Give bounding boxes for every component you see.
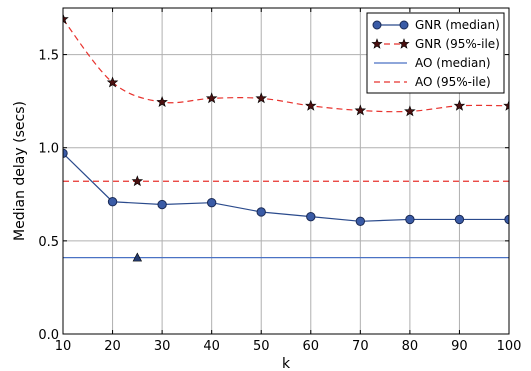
- legend-label: GNR (median): [415, 18, 500, 32]
- x-tick-label: 50: [253, 339, 270, 354]
- series-line-1: [63, 18, 509, 113]
- data-point-star: [305, 99, 317, 111]
- legend-label: GNR (95%-ile): [415, 37, 500, 51]
- annotation-star: [131, 175, 144, 187]
- legend-swatch-marker: [398, 38, 410, 49]
- data-point-star: [354, 104, 367, 116]
- legend-label: AO (95%-ile): [415, 75, 491, 89]
- plot-frame: [62, 7, 510, 335]
- data-point-star: [106, 76, 119, 88]
- y-tick-label: 1.5: [38, 49, 59, 64]
- x-tick-label: 80: [402, 339, 419, 354]
- x-tick-label: 70: [352, 339, 369, 354]
- x-tick-label: 20: [104, 339, 121, 354]
- y-axis-label: Median delay (secs): [12, 101, 28, 241]
- data-point-star: [156, 96, 168, 107]
- data-point-circle: [405, 214, 415, 225]
- data-point-star: [63, 13, 69, 25]
- data-point-star: [453, 99, 466, 111]
- series-layer: [63, 13, 509, 262]
- data-point-circle: [454, 214, 465, 225]
- x-tick-label: 30: [154, 339, 171, 354]
- x-tick-label: 40: [203, 339, 220, 354]
- y-tick-label: 0.0: [38, 328, 59, 343]
- data-point-circle: [206, 197, 217, 208]
- x-tick-label: 10: [55, 339, 72, 354]
- x-tick-label: 100: [497, 339, 522, 354]
- data-point-circle: [107, 197, 118, 207]
- legend-swatch-marker: [371, 38, 383, 49]
- tick-layer: 10 20 30 40 50 60 70 80 90 100 0.0 0.5 1.0 1.5: [38, 8, 521, 354]
- data-point-star: [503, 99, 509, 111]
- data-point-star: [205, 92, 218, 104]
- series-line-0: [63, 152, 509, 222]
- plot-area: [63, 13, 509, 262]
- legend-label: AO (median): [415, 56, 491, 70]
- legend-swatch-marker: [399, 20, 409, 30]
- data-point-star: [255, 92, 267, 104]
- x-tick-label: 60: [303, 339, 320, 354]
- annotation-triangle: [132, 252, 143, 262]
- y-tick-label: 1.0: [38, 142, 59, 157]
- data-point-circle: [256, 207, 266, 217]
- data-point-circle: [63, 148, 68, 159]
- data-point-circle: [157, 199, 167, 210]
- y-tick-label: 0.5: [38, 235, 59, 250]
- legend: GNR (median) GNR (95%-ile) AO (median) AO (…: [366, 12, 505, 94]
- legend-box: [366, 12, 505, 94]
- x-axis-label: k: [282, 356, 291, 371]
- data-point-circle: [355, 216, 366, 226]
- x-tick-label: 90: [451, 339, 468, 354]
- legend-swatch-marker: [372, 20, 382, 30]
- data-point-star: [404, 105, 416, 117]
- data-point-circle: [306, 211, 316, 222]
